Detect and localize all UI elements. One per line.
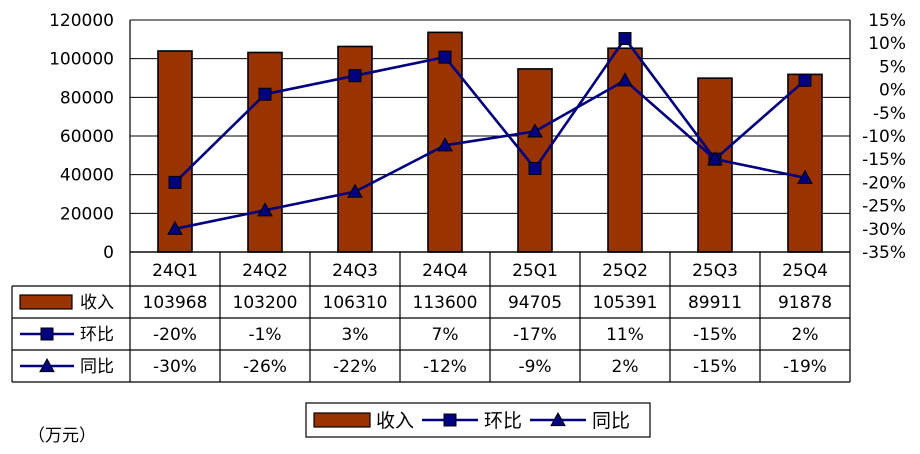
y-left-tick-label: 80000 — [60, 88, 114, 108]
data-label: 106310 — [323, 293, 388, 313]
y-left-tick-label: 0 — [103, 243, 114, 263]
y-right-tick-label: 15% — [868, 11, 906, 31]
data-label: 2% — [792, 325, 819, 345]
y-right-tick-label: -35% — [862, 243, 906, 263]
point-同比-24Q3 — [347, 183, 363, 198]
x-tick-label: 24Q2 — [242, 261, 288, 281]
data-label: 2% — [612, 357, 639, 377]
y-right-tick-label: 5% — [879, 57, 906, 77]
data-label: -30% — [153, 357, 197, 377]
point-同比-25Q1 — [527, 123, 543, 138]
data-label: 91878 — [778, 293, 832, 313]
y-left-tick-label: 40000 — [60, 166, 114, 186]
y-right-tick-label: 10% — [868, 34, 906, 54]
line-环比 — [174, 36, 806, 184]
x-tick-label: 24Q4 — [422, 261, 468, 281]
point-同比-24Q1 — [167, 220, 183, 235]
data-label: 113600 — [413, 293, 478, 313]
y-right-tick-label: -15% — [862, 150, 906, 170]
x-tick-label: 24Q1 — [152, 261, 198, 281]
y-right-tick-label: 0% — [879, 81, 906, 101]
point-环比-24Q3 — [348, 69, 362, 83]
x-tick-label: 25Q3 — [692, 261, 738, 281]
table-key-marker — [40, 327, 54, 341]
data-label: 94705 — [508, 293, 562, 313]
data-label: 105391 — [593, 293, 658, 313]
legend-key-marker — [443, 413, 457, 427]
table-row-label: 同比 — [80, 357, 114, 377]
data-label: -15% — [693, 325, 737, 345]
y-left-tick-label: 120000 — [49, 11, 114, 31]
point-同比-25Q2 — [617, 72, 633, 87]
point-环比-25Q1 — [528, 161, 542, 175]
bar-25Q1 — [517, 68, 553, 253]
table-row-label: 收入 — [80, 293, 114, 313]
x-tick-label: 25Q4 — [782, 261, 828, 281]
data-label: -26% — [243, 357, 287, 377]
x-tick-label: 25Q2 — [602, 261, 648, 281]
legend-key-bar — [313, 412, 371, 428]
y-right-tick-label: -25% — [862, 197, 906, 217]
y-right-tick-label: -20% — [862, 173, 906, 193]
data-label: 11% — [606, 325, 644, 345]
table-key-bar — [19, 294, 73, 310]
data-label: 103200 — [233, 293, 298, 313]
point-同比-24Q2 — [257, 202, 273, 217]
legend: 收入 环比 同比 — [305, 402, 651, 438]
unit-label: （万元） — [28, 426, 96, 446]
data-label: 7% — [432, 325, 459, 345]
revenue-bars — [157, 31, 823, 253]
axes: 0 20000 40000 60000 80000 100000 120000 -35% -30… — [49, 11, 906, 263]
table-key-marker — [39, 357, 55, 373]
data-label: 103968 — [143, 293, 208, 313]
legend-key-marker — [550, 411, 566, 427]
point-环比-24Q2 — [258, 87, 272, 101]
legend-label: 收入 — [376, 410, 414, 432]
point-同比-25Q4 — [797, 169, 813, 184]
y-left-tick-label: 60000 — [60, 127, 114, 147]
point-环比-25Q2 — [618, 32, 632, 46]
data-label: -12% — [423, 357, 467, 377]
legend-label: 同比 — [592, 410, 630, 432]
point-同比-25Q3 — [707, 151, 723, 166]
line-同比 — [174, 78, 806, 231]
bar-24Q2 — [247, 51, 283, 253]
x-tick-label: 25Q1 — [512, 261, 558, 281]
point-环比-25Q4 — [798, 73, 812, 87]
data-label: 3% — [342, 325, 369, 345]
table-row-label: 环比 — [80, 325, 114, 345]
point-环比-24Q1 — [168, 175, 182, 189]
point-同比-24Q4 — [437, 137, 453, 152]
data-label: -19% — [783, 357, 827, 377]
data-label: -17% — [513, 325, 557, 345]
bar-25Q4 — [787, 73, 823, 253]
legend-label: 环比 — [484, 410, 522, 432]
point-环比-24Q4 — [438, 50, 452, 64]
data-label: -9% — [518, 357, 551, 377]
growth-lines — [167, 32, 813, 235]
y-right-tick-label: -5% — [873, 104, 906, 124]
data-label: -1% — [248, 325, 281, 345]
y-right-tick-label: -10% — [862, 127, 906, 147]
data-label: -15% — [693, 357, 737, 377]
y-right-tick-label: -30% — [862, 220, 906, 240]
gridlines — [130, 19, 850, 214]
data-label: -22% — [333, 357, 377, 377]
y-left-tick-label: 20000 — [60, 204, 114, 224]
data-label: -20% — [153, 325, 197, 345]
y-left-tick-label: 100000 — [49, 50, 114, 70]
x-tick-label: 24Q3 — [332, 261, 378, 281]
data-table: 24Q1 24Q2 24Q3 24Q4 25Q1 25Q2 25Q3 25Q4 收入 103968… — [11, 251, 851, 383]
data-label: 89911 — [688, 293, 742, 313]
